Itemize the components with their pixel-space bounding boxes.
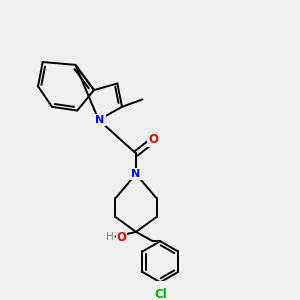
Text: O: O — [149, 133, 159, 146]
Text: O: O — [116, 231, 126, 244]
Text: H: H — [106, 232, 114, 242]
Text: N: N — [95, 115, 104, 125]
Text: Cl: Cl — [154, 288, 167, 300]
Text: N: N — [131, 169, 141, 179]
